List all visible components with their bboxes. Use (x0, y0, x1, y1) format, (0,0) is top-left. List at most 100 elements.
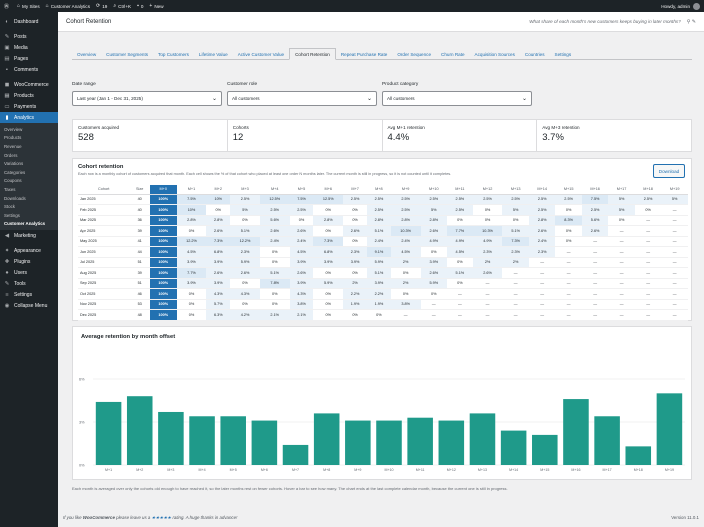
bar[interactable] (438, 420, 465, 465)
x-tick-label: M+15 (540, 468, 549, 472)
retention-cell: — (608, 278, 635, 289)
sidebar-item-payments[interactable]: ▭ Payments (0, 101, 58, 112)
retention-cell: 5.1% (366, 267, 391, 279)
submenu-item[interactable]: Taxes (4, 186, 16, 192)
tab-customer-segments[interactable]: Customer Segments (106, 51, 149, 57)
filter-select[interactable]: All customers ⌄ (382, 91, 532, 106)
retention-cell: 5.6% (581, 215, 609, 226)
bar[interactable] (656, 393, 683, 465)
bar[interactable] (500, 430, 527, 465)
tab-active-customer-value[interactable]: Active Customer Value (237, 51, 285, 57)
retention-cell: 2.6% (206, 225, 231, 237)
bar[interactable] (126, 396, 153, 465)
filter-select[interactable]: Last year (Jan 1 - Dec 31, 2025) ⌄ (72, 91, 222, 106)
retention-cell: 100% (149, 309, 177, 321)
retention-cell: 0% (343, 267, 367, 279)
retention-cell: 9.1% (366, 246, 391, 258)
sidebar-item-woocommerce[interactable]: ◼ WooCommerce (0, 79, 58, 90)
bar[interactable] (282, 444, 309, 465)
adminbar-item[interactable]: ▪ 0 (137, 3, 143, 9)
tab-settings[interactable]: Settings (554, 51, 572, 57)
bar[interactable] (376, 420, 402, 465)
adminbar-item[interactable]: Ⓦ (4, 3, 11, 10)
sidebar-item-analytics[interactable]: ▮ Analytics (0, 112, 58, 123)
retention-cell: 0% (343, 309, 367, 321)
retention-cell: — (634, 257, 662, 268)
adminbar-item[interactable]: ⟳ 19 (96, 3, 107, 9)
sidebar-item-marketing[interactable]: ◀ Marketing (0, 230, 58, 241)
tab-overview[interactable]: Overview (77, 51, 97, 57)
submenu-item[interactable]: Customer Analytics (4, 221, 46, 227)
bar[interactable] (469, 413, 496, 465)
submenu-item[interactable]: Stock (4, 204, 15, 210)
sidebar-item-comments[interactable]: ▪ Comments (0, 64, 58, 75)
submenu-item[interactable]: Downloads (4, 195, 26, 201)
sidebar-item-appearance[interactable]: ✦ Appearance (0, 245, 58, 256)
sidebar-item-collapse-menu[interactable]: ◉ Collapse Menu (0, 300, 58, 311)
retention-cell: 7.3% (502, 236, 529, 247)
tab-acquisition-sources[interactable]: Acquisition Sources (474, 51, 515, 57)
filter-select[interactable]: All customers ⌄ (227, 91, 377, 106)
retention-cell: — (555, 246, 582, 258)
adminbar-item[interactable]: ⌂ My Sites (17, 3, 40, 9)
adminbar-item[interactable]: ⌕ Ctrl+K (113, 3, 131, 9)
retention-cell: 3.9% (313, 257, 344, 268)
bar[interactable] (313, 413, 340, 465)
submenu-item[interactable]: Revenue (4, 143, 22, 149)
products-icon: ▦ (4, 92, 10, 99)
bar[interactable] (251, 420, 278, 465)
bar[interactable] (95, 401, 122, 465)
tab-churn-rate[interactable]: Churn Rate (441, 51, 465, 57)
bar[interactable] (345, 420, 371, 465)
sidebar-item-label: Collapse Menu (14, 302, 48, 309)
retention-cell: 7.5% (289, 194, 314, 205)
rating-stars-link[interactable]: ★★★★★ (151, 515, 172, 520)
retention-cell: 0% (420, 246, 448, 258)
retention-cell: 100% (149, 267, 177, 279)
retention-cell: — (661, 267, 688, 279)
retention-cell: 0% (313, 267, 344, 279)
submenu-item[interactable]: Products (4, 135, 22, 141)
submenu-item[interactable]: Categories (4, 169, 26, 175)
sidebar-item-settings[interactable]: ≡ Settings (0, 289, 58, 300)
tab-order-sequence[interactable]: Order Sequence (397, 51, 432, 57)
sidebar-item-tools[interactable]: ✎ Tools (0, 278, 58, 289)
submenu-item[interactable]: Overview (4, 126, 23, 132)
cohort-cell: Jul 2025 (78, 257, 130, 268)
retention-cell: — (420, 309, 448, 321)
bar[interactable] (407, 417, 433, 465)
submenu-item[interactable]: Orders (4, 152, 18, 158)
bar[interactable] (189, 416, 215, 465)
bar[interactable] (563, 399, 589, 465)
bar[interactable] (594, 416, 620, 465)
cohort-cell: Jun 2025 (78, 246, 130, 258)
size-cell: 39 (129, 267, 150, 279)
submenu-item[interactable]: Variations (4, 161, 24, 167)
help-icon[interactable]: ⚲ ✎ (686, 18, 696, 25)
submenu-item[interactable]: Coupons (4, 178, 22, 184)
bar[interactable] (158, 411, 184, 465)
adminbar-item[interactable]: + New (149, 3, 163, 9)
user-menu[interactable]: Howdy, admin (661, 2, 700, 10)
download-button[interactable]: Download (653, 164, 685, 178)
submenu-item[interactable]: Settings (4, 212, 20, 218)
adminbar-item[interactable]: ⌂ Customer Analytics (46, 3, 90, 9)
tab-repeat-purchase-rate[interactable]: Repeat Purchase Rate (340, 51, 388, 57)
sidebar-item-plugins[interactable]: ✚ Plugins (0, 256, 58, 267)
tab-lifetime-value[interactable]: Lifetime Value (198, 51, 228, 57)
sidebar-item-dashboard[interactable]: ◐ Dashboard (0, 16, 58, 27)
sidebar-item-pages[interactable]: ▤ Pages (0, 53, 58, 64)
bar[interactable] (625, 446, 652, 465)
bar[interactable] (220, 416, 246, 465)
retention-cell: 2.5% (366, 194, 391, 205)
tab-countries[interactable]: Countries (524, 51, 545, 57)
sidebar-item-media[interactable]: ▣ Media (0, 42, 58, 53)
table-row: May 2025 41 100% 12.2% 7.3% 12.2% 2.4% 2.4% 7.3%… (78, 236, 688, 247)
bar[interactable] (532, 434, 558, 465)
sidebar-item-products[interactable]: ▦ Products (0, 90, 58, 101)
sidebar-item-users[interactable]: ● Users (0, 267, 58, 278)
retention-cell: — (608, 309, 635, 321)
tab-top-customers[interactable]: Top Customers (158, 51, 189, 57)
sidebar-item-posts[interactable]: ✎ Posts (0, 31, 58, 42)
tab-cohort-retention[interactable]: Cohort Retention (289, 48, 336, 60)
